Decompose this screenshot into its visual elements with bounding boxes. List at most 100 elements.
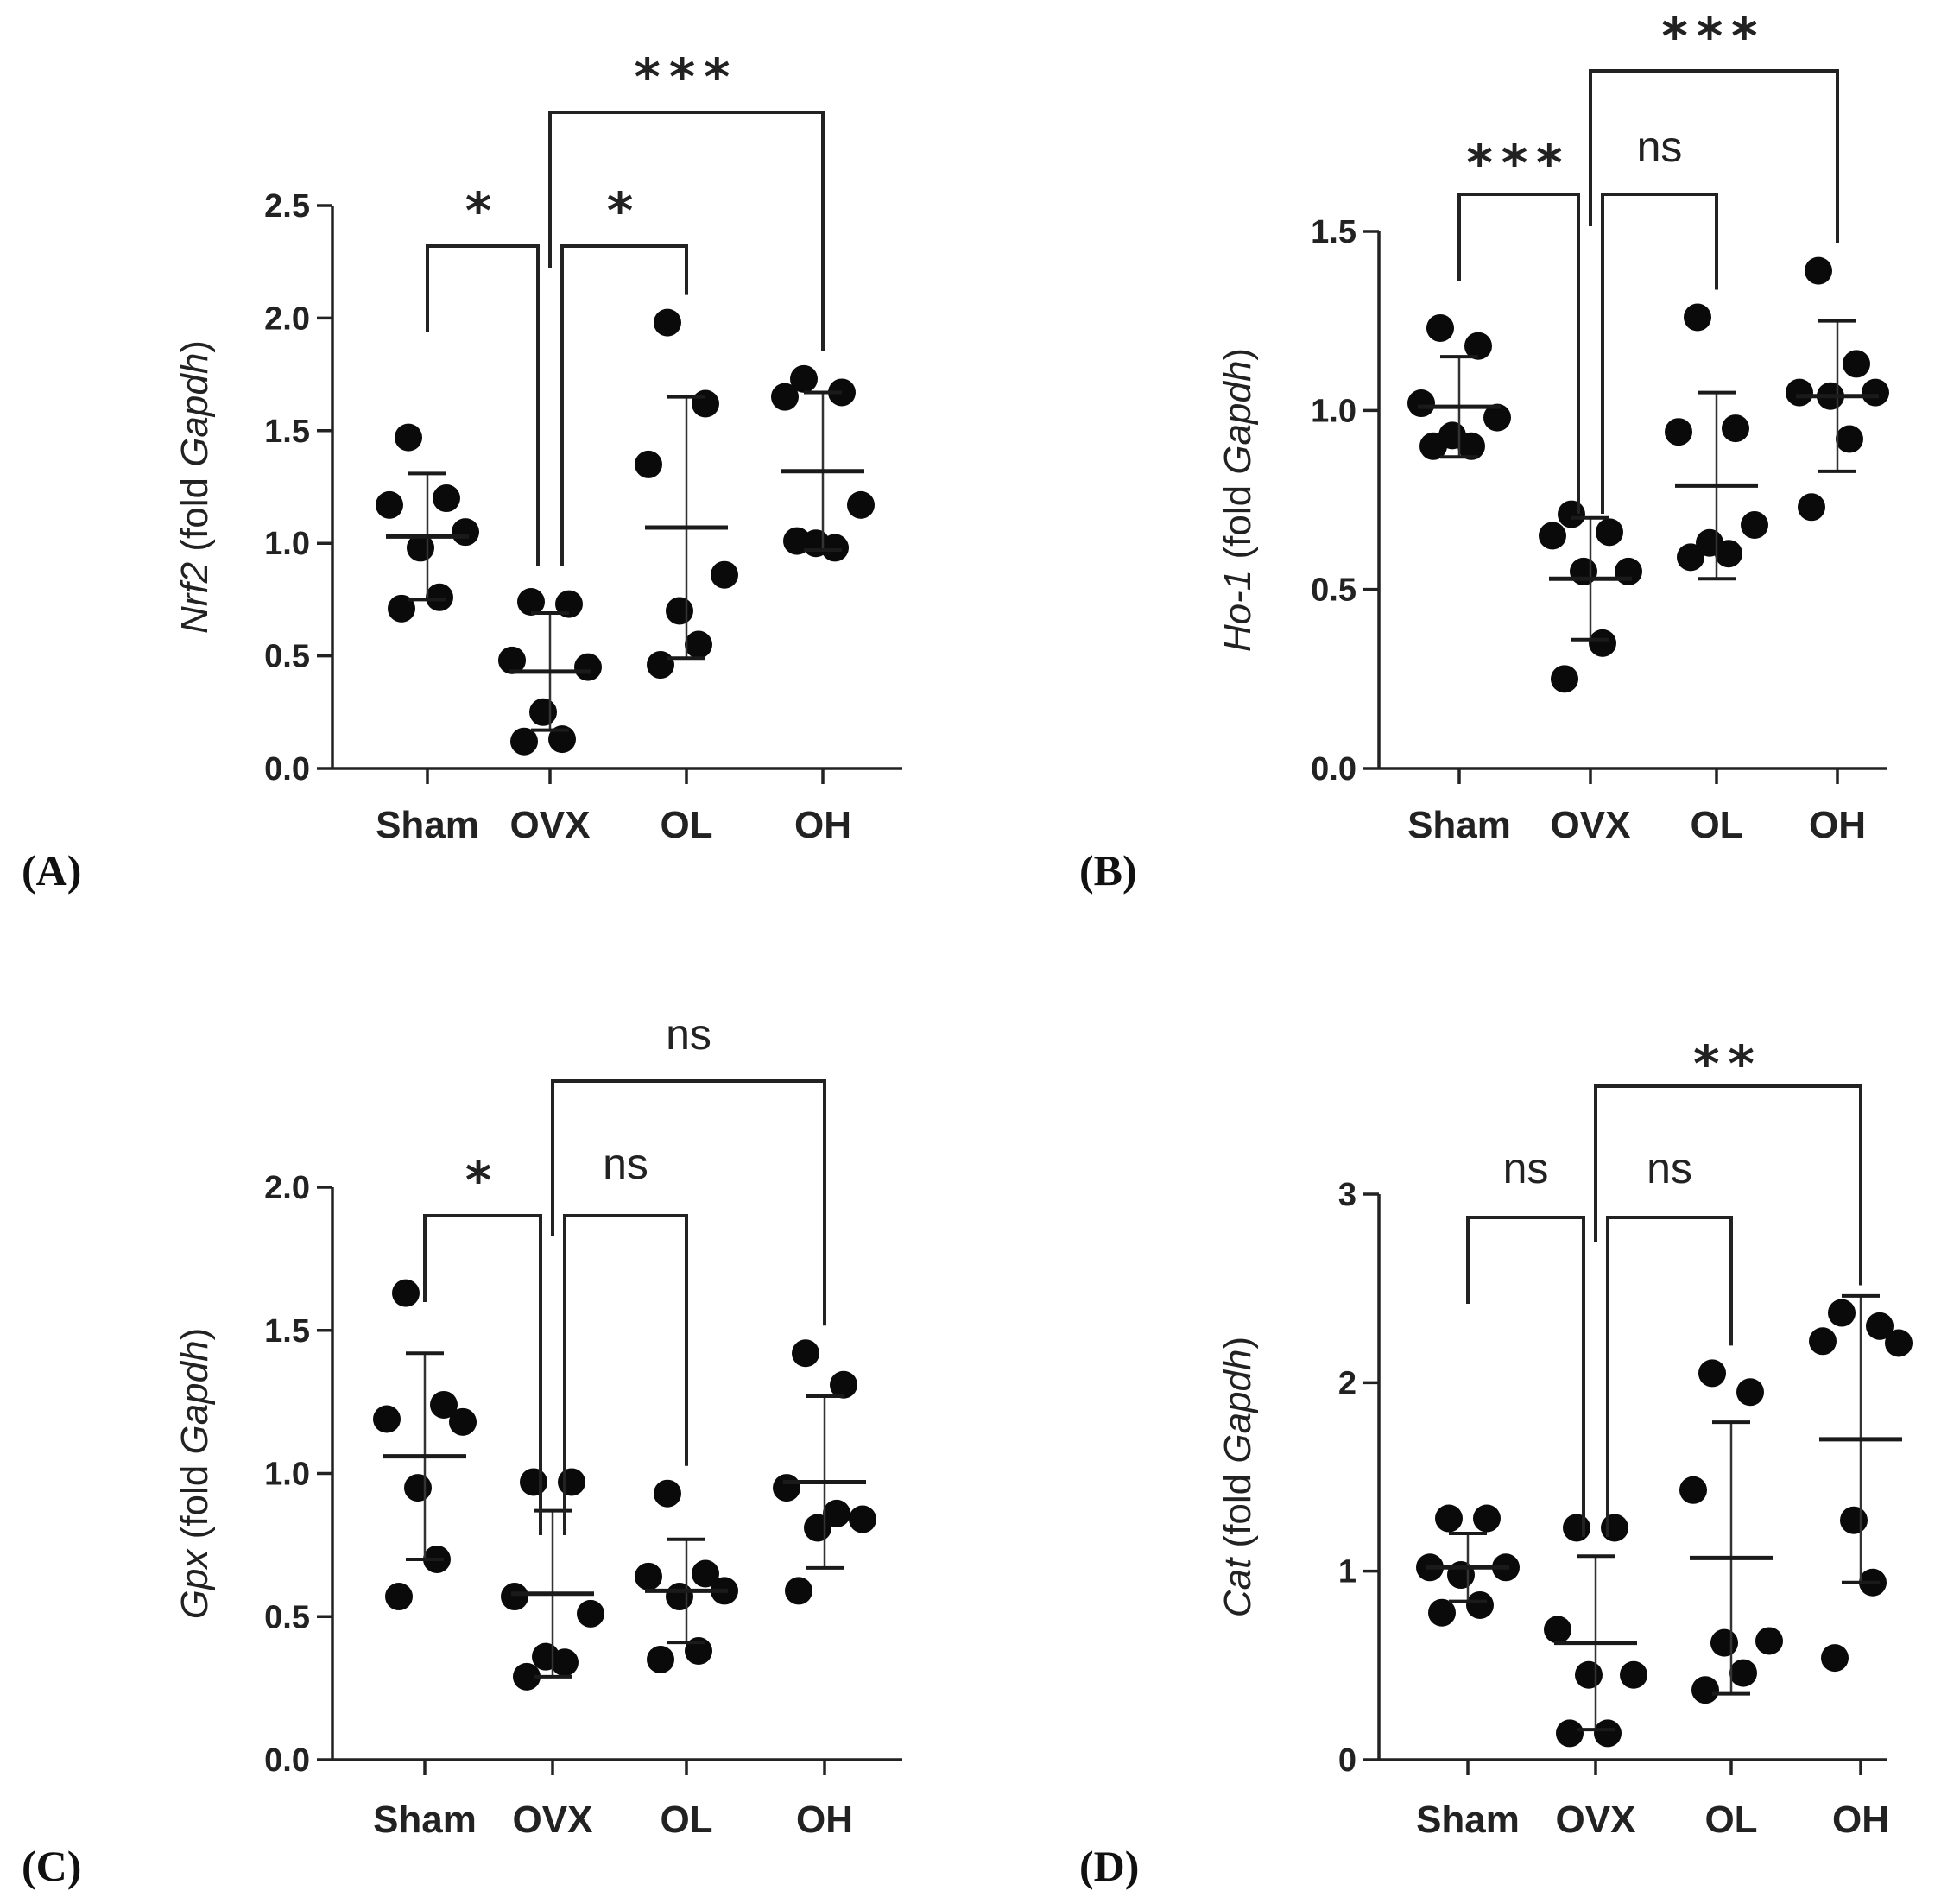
data-point — [520, 1468, 547, 1496]
y-title-text: (fold — [174, 467, 216, 562]
data-point — [1786, 378, 1813, 407]
significance-bracket — [563, 1214, 688, 1535]
data-point — [1679, 1476, 1707, 1504]
y-tick-label: 1.5 — [1311, 214, 1356, 250]
significance-label: ns — [666, 1010, 711, 1059]
data-point — [1435, 1504, 1463, 1533]
significance-label: * — [607, 181, 642, 240]
significance-label: ns — [1647, 1144, 1692, 1192]
y-tick-label: 1.0 — [264, 1457, 310, 1493]
significance-label: ns — [1637, 123, 1683, 171]
y-title-ref: Gapdh — [174, 353, 216, 467]
data-point — [685, 630, 712, 659]
y-axis-title: Ho-1 (fold Gapdh) — [1217, 348, 1259, 652]
y-tick-label: 2.5 — [264, 188, 310, 224]
data-point — [1539, 522, 1566, 550]
data-point — [376, 490, 403, 519]
data-point — [577, 1599, 604, 1628]
significance-label: ns — [1503, 1144, 1549, 1192]
data-point — [1575, 1660, 1603, 1689]
data-point — [1715, 540, 1742, 568]
data-point — [373, 1405, 401, 1433]
x-category-label: OVX — [1556, 1799, 1636, 1841]
data-point — [1558, 500, 1585, 528]
significance-bracket — [1589, 69, 1839, 243]
data-point — [1483, 403, 1511, 432]
y-tick-label: 1.0 — [1311, 393, 1356, 429]
data-point — [792, 1339, 819, 1368]
data-point — [1755, 1627, 1783, 1655]
data-point — [574, 653, 602, 681]
data-point — [392, 1279, 420, 1307]
significance-bracket — [551, 1079, 826, 1326]
data-point — [1570, 557, 1597, 585]
data-point — [821, 534, 849, 562]
y-title-gene: Nrf2 — [174, 562, 216, 634]
data-point — [1589, 629, 1616, 657]
data-point — [1710, 1628, 1738, 1657]
y-tick-label: 0.0 — [264, 1742, 310, 1779]
data-point — [1821, 1644, 1849, 1673]
data-point — [1843, 350, 1870, 378]
data-point — [1840, 1506, 1868, 1534]
y-tick-label: 0 — [1338, 1742, 1356, 1779]
data-point — [1563, 1514, 1590, 1542]
data-point — [1736, 1378, 1764, 1407]
panel-d: 0 1 2 3 Sham OVX OL OH Cat (fold Gapdh) ns ns ** (D) — [1079, 1034, 1913, 1890]
data-point — [1620, 1660, 1647, 1689]
data-point — [711, 560, 738, 589]
panel-label: (D) — [1079, 1842, 1139, 1890]
significance-bracket — [1457, 193, 1580, 514]
data-point — [830, 1370, 857, 1399]
x-category-label: Sham — [373, 1799, 477, 1841]
data-point — [1698, 1359, 1726, 1388]
significance-label: ** — [1693, 1034, 1763, 1093]
data-point — [433, 484, 460, 513]
data-point — [1684, 303, 1711, 332]
data-point — [513, 1662, 541, 1691]
y-tick-label: 1.0 — [264, 526, 310, 562]
significance-label: * — [465, 1151, 500, 1210]
y-title-ref: Gapdh — [174, 1340, 216, 1454]
data-point — [1544, 1616, 1571, 1644]
y-title-text: (fold — [1217, 1464, 1259, 1559]
data-point — [1407, 389, 1435, 418]
data-point — [849, 1505, 876, 1533]
y-title-gene: Gpx — [174, 1548, 216, 1620]
data-point — [1426, 313, 1454, 342]
data-point — [551, 1648, 579, 1677]
x-category-label: OH — [796, 1799, 853, 1841]
x-category-label: OL — [1704, 1799, 1757, 1841]
x-category-label: OH — [1832, 1799, 1889, 1841]
data-point — [785, 1577, 812, 1605]
significance-label: *** — [1467, 134, 1571, 193]
data-point — [555, 590, 583, 618]
data-point — [1594, 1719, 1622, 1748]
y-tick-label: 3 — [1338, 1177, 1356, 1213]
data-point — [790, 364, 818, 393]
y-title-ref: Gapdh — [1217, 361, 1259, 475]
y-tick-label: 2.0 — [264, 1170, 310, 1206]
data-point — [773, 1474, 800, 1502]
y-tick-label: 2 — [1338, 1365, 1356, 1401]
y-title-text: (fold — [1217, 475, 1259, 570]
y-tick-label: 1 — [1338, 1554, 1356, 1590]
data-point — [654, 1479, 681, 1508]
y-title-close: ) — [174, 340, 216, 353]
x-category-label: OL — [1690, 804, 1742, 846]
x-category-label: OH — [794, 804, 851, 846]
panel-label: (C) — [22, 1842, 81, 1890]
data-point — [692, 389, 719, 418]
data-point — [1665, 418, 1692, 446]
y-tick-label: 0.0 — [1311, 751, 1356, 787]
y-title-close: ) — [1217, 348, 1259, 361]
significance-bracket — [560, 244, 688, 566]
data-point — [647, 651, 674, 680]
y-title-text: (fold — [174, 1455, 216, 1550]
data-point — [1741, 511, 1768, 540]
x-category-label: OL — [660, 1799, 712, 1841]
panel-a: 0.0 0.5 1.0 1.5 2.0 2.5 Sham OVX OL OH Nrf2 (fold … — [22, 47, 902, 895]
data-point — [692, 1559, 719, 1588]
data-point — [501, 1583, 528, 1611]
data-point — [1722, 414, 1749, 443]
